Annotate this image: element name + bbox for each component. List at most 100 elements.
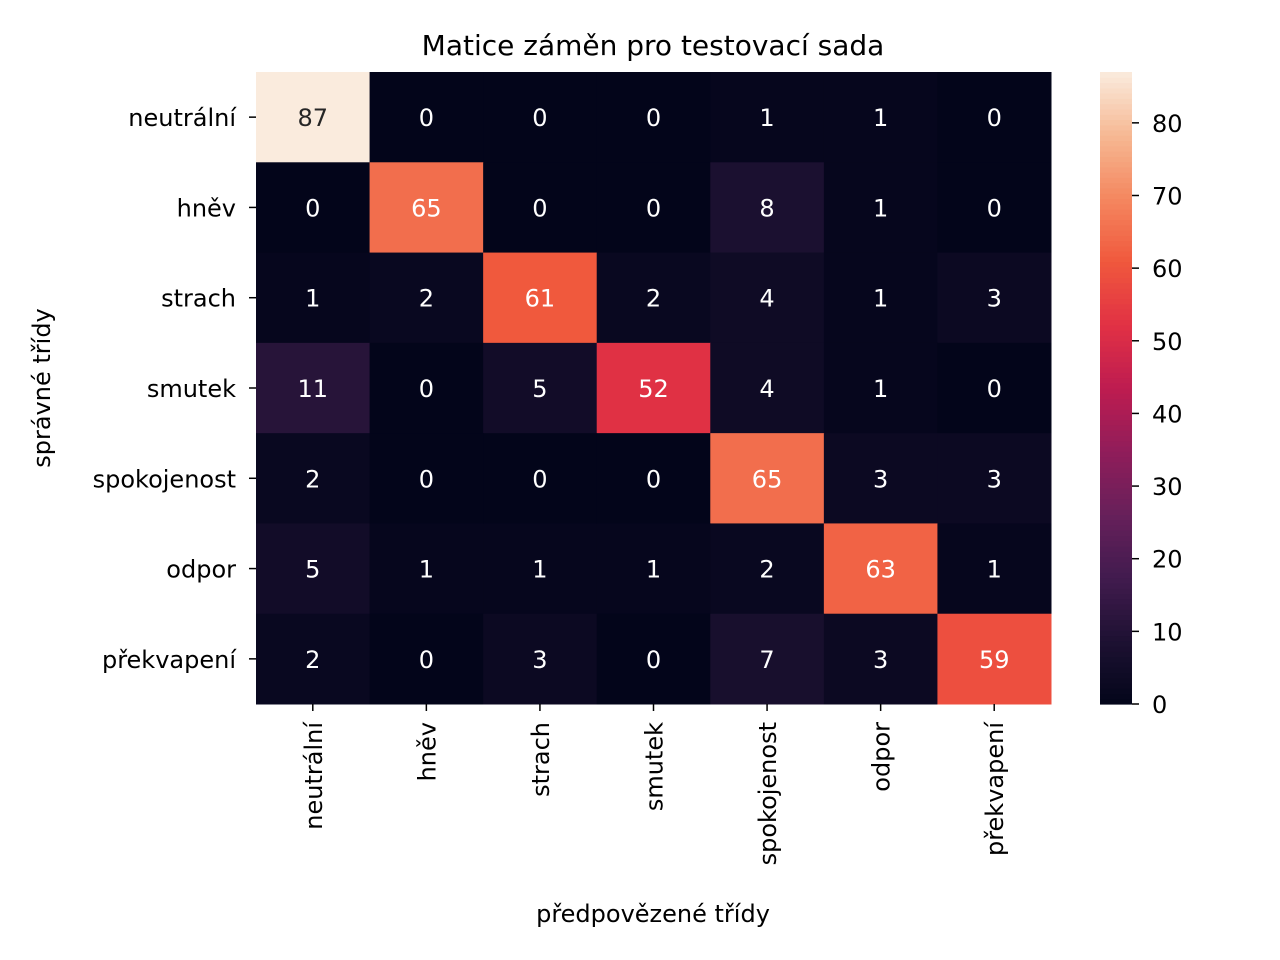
colorbar-segment (1100, 477, 1132, 484)
colorbar-segment (1100, 129, 1132, 136)
cell-value-label: 8 (759, 194, 774, 222)
heatmap-cell (483, 523, 598, 615)
cell-value-label: 11 (298, 375, 329, 403)
colorbar-segment (1100, 409, 1132, 415)
colorbar-segment (1100, 382, 1132, 389)
heatmap-cell (937, 72, 1052, 163)
colorbar-segment (1100, 403, 1132, 410)
cell-value-label: 59 (979, 646, 1010, 674)
y-tick-label: strach (161, 285, 236, 313)
heatmap-cell (369, 523, 484, 615)
cell-value-label: 0 (646, 646, 661, 674)
colorbar-segment (1100, 603, 1132, 610)
cell-value-label: 0 (532, 465, 547, 493)
heatmap-cell (483, 433, 598, 524)
colorbar-segment (1100, 356, 1132, 363)
heatmap-cell (596, 613, 711, 705)
colorbar-segment (1100, 377, 1132, 384)
colorbar-segment (1100, 640, 1132, 647)
y-tick-label: smutek (147, 375, 236, 403)
cell-value-label: 0 (419, 465, 434, 493)
cell-value-label: 1 (646, 556, 661, 584)
colorbar-tick-label: 30 (1152, 473, 1183, 501)
cell-value-label: 2 (305, 646, 320, 674)
colorbar-segment (1100, 151, 1132, 157)
colorbar-segment (1100, 503, 1132, 510)
heatmap-cell (937, 342, 1052, 434)
colorbar-segment (1100, 72, 1132, 78)
colorbar-segment (1100, 319, 1132, 326)
colorbar-segment (1100, 303, 1132, 310)
colorbar-segment (1100, 598, 1132, 605)
colorbar-segment (1100, 361, 1132, 368)
colorbar-segment (1100, 124, 1132, 131)
heatmap-cell (596, 252, 711, 344)
y-axis-label: správné třídy (28, 308, 56, 468)
cell-value-label: 2 (419, 285, 434, 313)
colorbar-segment (1100, 230, 1132, 236)
colorbar-segment (1100, 145, 1132, 152)
colorbar-segment (1100, 519, 1132, 526)
cell-value-label: 52 (638, 375, 669, 403)
heatmap-cell (596, 162, 711, 254)
colorbar-segment (1100, 340, 1132, 347)
x-tick-label: spokojenost (754, 722, 782, 865)
heatmap-cell (483, 342, 598, 434)
colorbar-segment (1100, 293, 1132, 300)
colorbar-segment (1100, 140, 1132, 147)
heatmap-cell (483, 162, 598, 254)
colorbar-segment (1100, 277, 1132, 284)
colorbar-tick-label: 0 (1152, 691, 1167, 719)
colorbar: 0 10 20 30 40 50 60 70 80 (1100, 72, 1183, 719)
cell-value-label: 4 (759, 285, 774, 313)
y-tick-label: spokojenost (93, 465, 236, 493)
colorbar-segment (1100, 324, 1132, 331)
colorbar-segment (1100, 630, 1132, 637)
heatmap-cell (823, 523, 938, 615)
colorbar-segment (1100, 108, 1132, 115)
colorbar-segment (1100, 445, 1132, 452)
colorbar-segment (1100, 309, 1132, 315)
heatmap-cell (369, 72, 484, 163)
heatmap-cell (256, 162, 371, 254)
heatmap-cell (256, 523, 371, 615)
colorbar-segment (1100, 398, 1132, 405)
colorbar-segment (1100, 182, 1132, 189)
cell-value-label: 0 (532, 194, 547, 222)
heatmap-cell (483, 252, 598, 344)
colorbar-segment (1100, 256, 1132, 263)
x-tick-label: hněv (413, 722, 441, 781)
colorbar-segment (1100, 282, 1132, 289)
colorbar-segment (1100, 235, 1132, 242)
heatmap-cell (710, 523, 825, 615)
colorbar-tick-label: 40 (1152, 400, 1183, 428)
heatmap-cell (596, 342, 711, 434)
colorbar-segment (1100, 156, 1132, 163)
cell-value-label: 1 (419, 556, 434, 584)
cell-value-label: 3 (987, 465, 1002, 493)
heatmap-cell (823, 342, 938, 434)
colorbar-segment (1100, 351, 1132, 357)
heatmap-cell (710, 252, 825, 344)
cell-value-label: 1 (987, 556, 1002, 584)
colorbar-segment (1100, 540, 1132, 547)
colorbar-segment (1100, 646, 1132, 652)
colorbar-segment (1100, 161, 1132, 168)
cell-value-label: 2 (759, 556, 774, 584)
cell-value-label: 5 (305, 556, 320, 584)
colorbar-segment (1100, 561, 1132, 568)
colorbar-segment (1100, 414, 1132, 421)
heatmap-cell (256, 342, 371, 434)
colorbar-segment (1100, 698, 1132, 705)
cell-value-label: 3 (987, 285, 1002, 313)
colorbar-segment (1100, 577, 1132, 584)
colorbar-segment (1100, 493, 1132, 500)
x-tick-label: odpor (868, 722, 896, 792)
colorbar-tick-label: 80 (1152, 110, 1183, 138)
colorbar-segment (1100, 193, 1132, 199)
colorbar-segment (1100, 366, 1132, 373)
colorbar-segment (1100, 266, 1132, 273)
y-tick-label: odpor (166, 556, 236, 584)
colorbar-segment (1100, 388, 1132, 394)
